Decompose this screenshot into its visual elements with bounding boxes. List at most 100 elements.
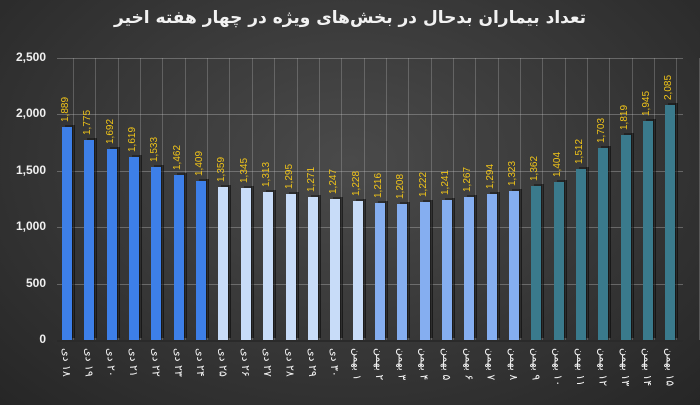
data-label: 1,323 bbox=[507, 160, 518, 186]
gridline-vertical bbox=[251, 58, 253, 340]
data-label: 1,692 bbox=[104, 119, 116, 145]
gridline-vertical bbox=[654, 58, 656, 340]
x-tick-label: ۲۸ دی bbox=[283, 348, 297, 377]
gridline-vertical bbox=[452, 58, 454, 340]
bar bbox=[397, 201, 411, 340]
bar bbox=[419, 200, 433, 340]
gridline-vertical bbox=[587, 58, 589, 340]
x-tick-label: ۳۰ دی bbox=[328, 348, 342, 377]
bar bbox=[665, 102, 679, 340]
bar bbox=[84, 137, 98, 340]
bar bbox=[509, 188, 522, 340]
data-label: 1,313 bbox=[261, 161, 273, 187]
data-label: 1,247 bbox=[328, 169, 340, 195]
data-label: 1,294 bbox=[484, 164, 496, 190]
gridline-vertical bbox=[475, 58, 477, 340]
data-label: 1,241 bbox=[439, 169, 451, 195]
data-label: 1,362 bbox=[529, 156, 541, 182]
bar bbox=[173, 173, 187, 340]
x-tick-label: ۳ بهمن bbox=[395, 348, 409, 381]
data-label: 1,533 bbox=[149, 137, 161, 163]
gridline-vertical bbox=[274, 58, 276, 340]
gridline-horizontal bbox=[57, 58, 683, 59]
gridline-vertical bbox=[296, 58, 298, 340]
gridline-vertical bbox=[318, 58, 320, 340]
bar bbox=[196, 179, 210, 340]
gridline-vertical bbox=[207, 58, 209, 340]
y-tick-label: 2,000 bbox=[15, 106, 46, 121]
gridline-vertical bbox=[140, 58, 142, 340]
gridline-vertical bbox=[408, 58, 410, 340]
x-tick-label: ۲۲ دی bbox=[149, 348, 163, 377]
x-tick-label: ۲ بهمن bbox=[372, 348, 386, 381]
gridline-vertical bbox=[564, 58, 566, 340]
x-tick-label: ۱۳ بهمن bbox=[618, 348, 632, 387]
gridline-horizontal bbox=[57, 114, 683, 116]
x-tick-label: ۸ بهمن bbox=[507, 348, 520, 381]
data-label: 1,208 bbox=[395, 173, 407, 199]
chart-title: تعداد بیماران بدحال در بخش‌های ویژه در چ… bbox=[114, 8, 586, 28]
data-label: 1,228 bbox=[350, 171, 362, 197]
bar bbox=[129, 155, 143, 340]
gridline-vertical bbox=[497, 58, 499, 340]
bar bbox=[441, 198, 455, 340]
bar bbox=[151, 165, 165, 340]
bar bbox=[106, 147, 120, 340]
x-tick-label: ۹ بهمن bbox=[529, 348, 543, 381]
gridline-vertical bbox=[698, 58, 700, 340]
gridline-vertical bbox=[385, 58, 387, 340]
x-tick-label: ۲۳ دی bbox=[171, 348, 185, 377]
data-label: 1,409 bbox=[194, 151, 206, 177]
bar bbox=[285, 191, 299, 340]
y-tick-label: 2,500 bbox=[15, 50, 46, 64]
x-tick-label: ۱۵ بهمن bbox=[663, 348, 677, 387]
x-tick-label: ۲۴ دی bbox=[194, 348, 208, 377]
gridline-vertical bbox=[184, 58, 186, 340]
gridline-vertical bbox=[162, 58, 164, 340]
data-label: 1,945 bbox=[641, 90, 653, 116]
data-label: 1,216 bbox=[372, 172, 384, 198]
plot-area: 1,889 1,775 1,692 1,619 1,533 1,462 1,409 1,359… bbox=[57, 58, 700, 341]
data-label: 1,819 bbox=[618, 104, 630, 130]
bar bbox=[553, 179, 567, 340]
x-tick-label: ۱۹ دی bbox=[82, 348, 96, 377]
bar bbox=[620, 132, 634, 340]
y-tick-label: 500 bbox=[25, 275, 46, 290]
x-tick-label: ۲۰ دی bbox=[104, 348, 118, 377]
data-label: 1,889 bbox=[60, 96, 71, 122]
gridline-horizontal bbox=[57, 227, 683, 229]
bar bbox=[263, 189, 277, 340]
gridline-vertical bbox=[631, 58, 633, 340]
data-label: 1,512 bbox=[574, 139, 586, 165]
data-label: 1,222 bbox=[417, 172, 429, 198]
x-tick-label: ۱۲ بهمن bbox=[596, 348, 610, 387]
bar bbox=[352, 199, 366, 340]
data-label: 1,267 bbox=[462, 167, 474, 193]
bar bbox=[374, 200, 388, 340]
gridline-vertical bbox=[676, 58, 678, 340]
data-label: 1,619 bbox=[127, 127, 139, 153]
data-label: 1,703 bbox=[596, 117, 608, 143]
x-tick-label: ۲۹ دی bbox=[305, 348, 319, 377]
gridline-vertical bbox=[363, 58, 365, 340]
data-label: 2,085 bbox=[663, 74, 675, 100]
x-tick-label: ۴ بهمن bbox=[417, 348, 431, 381]
x-tick-label: ۱ بهمن bbox=[350, 348, 364, 381]
x-tick-label: ۶ بهمن bbox=[462, 348, 476, 381]
x-tick-label: ۱۴ بهمن bbox=[641, 348, 655, 387]
gridline-vertical bbox=[117, 58, 119, 340]
x-tick-label: ۲۵ دی bbox=[216, 348, 230, 377]
gridline-vertical bbox=[430, 58, 432, 340]
bar bbox=[218, 184, 232, 340]
gridline-vertical bbox=[542, 58, 544, 340]
gridline-horizontal bbox=[57, 283, 683, 285]
bar bbox=[330, 197, 344, 340]
bar bbox=[307, 194, 321, 340]
gridline-vertical bbox=[520, 58, 521, 340]
x-tick-label: ۵ بهمن bbox=[439, 348, 453, 381]
bar bbox=[464, 195, 478, 340]
bar bbox=[576, 167, 590, 340]
gridline-vertical bbox=[73, 58, 74, 340]
bar bbox=[531, 184, 545, 340]
data-label: 1,462 bbox=[171, 145, 183, 171]
